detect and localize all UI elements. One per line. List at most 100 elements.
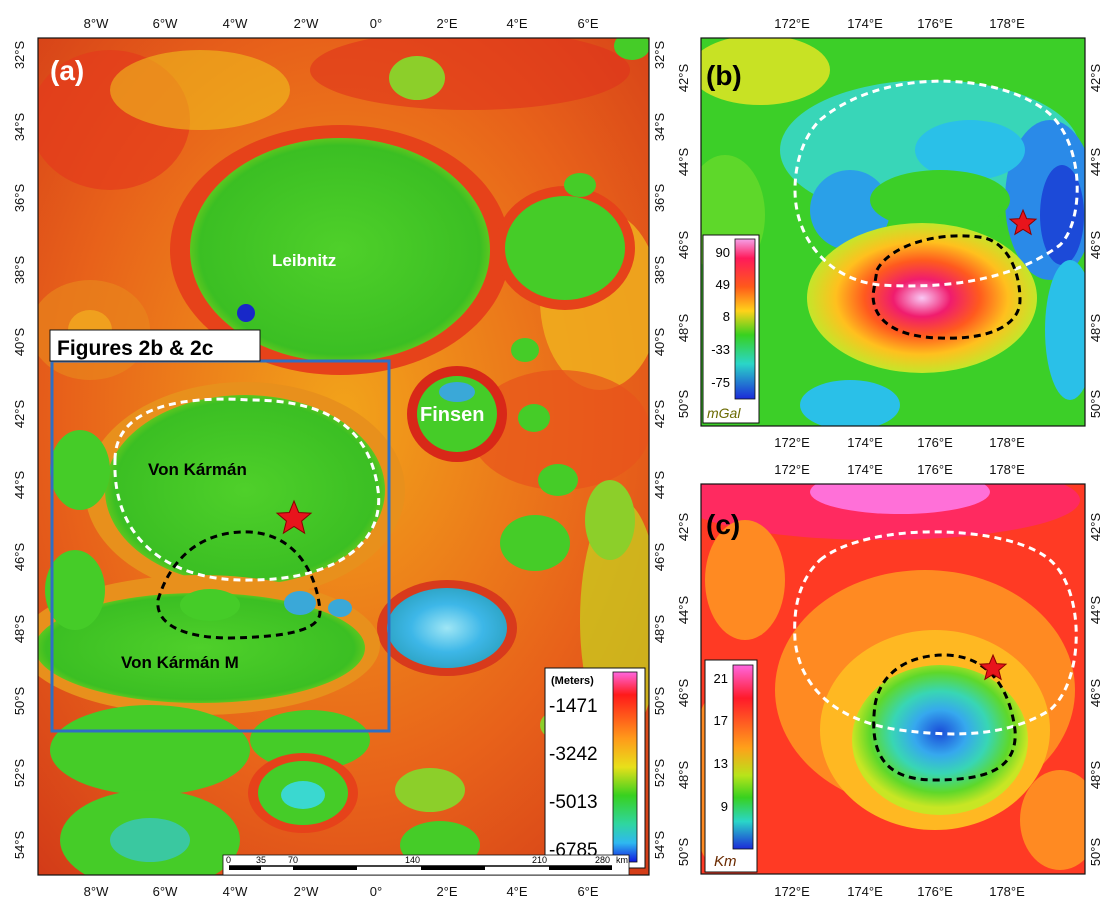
c-rim-outline: [793, 530, 1078, 736]
panel-b: (b) 90 49 8 -33 -75 mGal 172°E 174°E 176…: [676, 16, 1103, 450]
lon-tick: 176°E: [917, 884, 953, 899]
lon-tick: 174°E: [847, 884, 883, 899]
lat-tick: 34°S: [652, 113, 667, 142]
lon-tick: 2°E: [436, 16, 457, 31]
lat-tick: 32°S: [12, 41, 27, 70]
lon-tick: 174°E: [847, 462, 883, 477]
lat-tick: 42°S: [676, 64, 691, 93]
von-karman-rim-outline: [113, 397, 381, 582]
lat-tick: 50°S: [1088, 838, 1103, 867]
lon-tick: 174°E: [847, 435, 883, 450]
lat-tick: 52°S: [12, 759, 27, 788]
elevation-legend-value: -3242: [549, 744, 598, 765]
thickness-legend-unit: Km: [714, 853, 737, 870]
elevation-legend: (Meters) -1471 -3242 -5013 -6785: [544, 667, 646, 869]
landing-site-star: [275, 499, 313, 535]
scale-label: 280: [595, 855, 610, 865]
lon-tick: 172°E: [774, 435, 810, 450]
panel-a: Figures 2b & 2c Leibnitz Finsen Von Kárm…: [12, 16, 667, 899]
lat-tick: 44°S: [652, 471, 667, 500]
lat-tick: 50°S: [1088, 390, 1103, 419]
landing-site-star: [1008, 208, 1038, 236]
panel-a-lat-ticks-left: 32°S 34°S 36°S 38°S 40°S 42°S 44°S 46°S …: [12, 41, 27, 860]
lat-tick: 50°S: [652, 687, 667, 716]
label-finsen: Finsen: [420, 404, 484, 426]
lat-tick: 54°S: [652, 831, 667, 860]
lon-tick: 8°W: [84, 884, 109, 899]
lat-tick: 48°S: [676, 314, 691, 343]
panel-b-lon-ticks-top: 172°E 174°E 176°E 178°E: [774, 16, 1025, 31]
lon-tick: 178°E: [989, 16, 1025, 31]
scale-label: 35: [256, 855, 266, 865]
lon-tick: 0°: [370, 884, 382, 899]
panel-c: (c) 21 17 13 9 Km 172°E 174°E 176°E 178°…: [676, 462, 1103, 899]
lat-tick: 50°S: [12, 687, 27, 716]
panel-b-lat-ticks-left: 42°S 44°S 46°S 48°S 50°S: [676, 64, 691, 419]
gravity-legend-value: 90: [716, 245, 730, 260]
elevation-legend-title: (Meters): [551, 675, 594, 687]
lat-tick: 44°S: [12, 471, 27, 500]
scale-label: 70: [288, 855, 298, 865]
lat-tick: 46°S: [12, 543, 27, 572]
label-von-karman-m: Von Kármán M: [121, 653, 239, 672]
lat-tick: 42°S: [676, 513, 691, 542]
panel-c-label: (c): [706, 509, 740, 540]
lon-tick: 8°W: [84, 16, 109, 31]
lat-tick: 48°S: [1088, 761, 1103, 790]
lon-tick: 2°E: [436, 884, 457, 899]
lat-tick: 36°S: [12, 184, 27, 213]
lat-tick: 46°S: [676, 231, 691, 260]
lon-tick: 4°W: [223, 884, 248, 899]
lat-tick: 42°S: [1088, 513, 1103, 542]
lat-tick: 42°S: [12, 400, 27, 429]
lat-tick: 48°S: [676, 761, 691, 790]
lon-tick: 172°E: [774, 16, 810, 31]
b-anomaly-outline: [871, 234, 1022, 340]
anomaly-outline: [156, 530, 322, 640]
lat-tick: 50°S: [676, 390, 691, 419]
lon-tick: 2°W: [294, 884, 319, 899]
lat-tick: 46°S: [1088, 231, 1103, 260]
lat-tick: 40°S: [12, 328, 27, 357]
lon-tick: 4°E: [506, 16, 527, 31]
gravity-anomaly-map: [701, 38, 1085, 426]
lat-tick: 42°S: [1088, 64, 1103, 93]
panel-a-lon-ticks-bottom: 8°W 6°W 4°W 2°W 0° 2°E 4°E 6°E: [84, 884, 599, 899]
lat-tick: 50°S: [676, 838, 691, 867]
c-anomaly-outline: [872, 653, 1017, 782]
lat-tick: 48°S: [652, 615, 667, 644]
gravity-legend-value: -33: [711, 342, 730, 357]
gravity-legend-value: 49: [716, 277, 730, 292]
thickness-legend-value: 13: [714, 756, 728, 771]
panel-b-label: (b): [706, 60, 742, 91]
thickness-legend-value: 9: [721, 799, 728, 814]
lat-tick: 52°S: [652, 759, 667, 788]
scale-bar: 0 35 70 140 210 280 km: [222, 854, 630, 876]
landing-site-star: [978, 653, 1008, 681]
gravity-legend-value: -75: [711, 375, 730, 390]
lat-tick: 42°S: [652, 400, 667, 429]
inset-label: Figures 2b & 2c: [57, 337, 214, 360]
scale-label: 140: [405, 855, 420, 865]
lon-tick: 6°W: [153, 884, 178, 899]
lat-tick: 46°S: [652, 543, 667, 572]
lat-tick: 32°S: [652, 41, 667, 70]
lat-tick: 38°S: [12, 256, 27, 285]
panel-a-label: (a): [50, 55, 84, 86]
lat-tick: 44°S: [1088, 148, 1103, 177]
thickness-legend-value: 21: [714, 671, 728, 686]
lon-tick: 4°W: [223, 16, 248, 31]
lat-tick: 46°S: [676, 679, 691, 708]
b-rim-outline: [793, 79, 1079, 288]
panel-c-lat-ticks-left: 42°S 44°S 46°S 48°S 50°S: [676, 513, 691, 867]
lat-tick: 44°S: [1088, 596, 1103, 625]
panel-c-lat-ticks-right: 42°S 44°S 46°S 48°S 50°S: [1088, 513, 1103, 867]
gravity-legend-unit: mGal: [707, 405, 741, 421]
scale-label: 0: [226, 855, 231, 865]
lat-tick: 46°S: [1088, 679, 1103, 708]
lon-tick: 172°E: [774, 884, 810, 899]
panel-c-lon-ticks-top: 172°E 174°E 176°E 178°E: [774, 462, 1025, 477]
panel-a-lat-ticks-right: 32°S 34°S 36°S 38°S 40°S 42°S 44°S 46°S …: [652, 41, 667, 860]
